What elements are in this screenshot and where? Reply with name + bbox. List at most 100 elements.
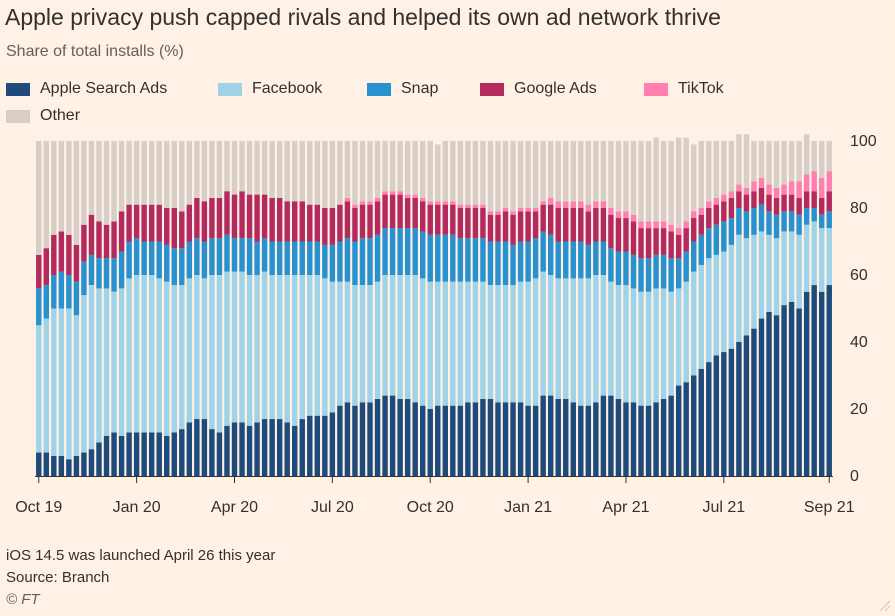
bar-segment-apple-search-ads <box>487 398 494 476</box>
bar-segment-google-ads <box>472 208 479 239</box>
bar-segment-facebook <box>254 275 260 423</box>
bar-segment-apple-search-ads <box>781 305 787 476</box>
bar-segment-tiktok <box>698 208 704 215</box>
bar-segment-facebook <box>698 264 704 369</box>
bar-segment-apple-search-ads <box>630 402 637 476</box>
bar-segment-snap <box>668 258 674 292</box>
bar-segment-other <box>623 141 629 212</box>
bar-segment-snap <box>826 211 832 229</box>
bar-segment-other <box>615 141 622 212</box>
legend-label-google-ads: Google Ads <box>514 80 597 97</box>
bar-segment-facebook <box>156 278 162 433</box>
bar-segment-apple-search-ads <box>675 385 682 476</box>
bar-segment-other <box>593 141 599 202</box>
bar-segment-snap <box>141 241 147 275</box>
bar-segment-snap <box>307 241 313 275</box>
bar-segment-facebook <box>578 278 584 406</box>
bar-segment-other <box>374 141 381 198</box>
bar-segment-snap <box>472 238 479 282</box>
bar-segment-other <box>465 141 471 205</box>
bar-segment-other <box>404 141 411 195</box>
bar-segment-apple-search-ads <box>691 375 697 476</box>
bar-segment-google-ads <box>276 197 283 242</box>
bar-segment-other <box>826 141 832 172</box>
bar-segment-facebook <box>495 285 501 403</box>
bar-segment-apple-search-ads <box>322 415 328 476</box>
bar-segment-other <box>788 141 795 182</box>
bar-segment-tiktok <box>555 201 561 208</box>
bar-segment-apple-search-ads <box>344 402 351 476</box>
bar-segment-google-ads <box>156 204 162 242</box>
bar-segment-tiktok <box>374 197 381 202</box>
bar-segment-apple-search-ads <box>389 395 396 476</box>
bar-segment-apple-search-ads <box>435 405 441 476</box>
bar-segment-google-ads <box>819 197 825 215</box>
bar-segment-apple-search-ads <box>43 452 49 476</box>
bar-segment-apple-search-ads <box>314 415 321 476</box>
bar-segment-tiktok <box>359 201 366 205</box>
bar-segment-google-ads <box>728 197 735 219</box>
bar-segment-google-ads <box>148 204 155 242</box>
x-tick-label: Jan 20 <box>113 499 161 516</box>
bar-segment-apple-search-ads <box>525 405 531 476</box>
bar-segment-facebook <box>299 275 305 420</box>
bar-segment-apple-search-ads <box>653 402 659 476</box>
bar-segment-snap <box>615 251 622 286</box>
bar-segment-facebook <box>224 271 230 426</box>
bar-segment-other <box>96 141 102 222</box>
legend-item-facebook: Facebook <box>218 80 322 98</box>
bar-segment-snap <box>465 238 471 282</box>
bar-segment-tiktok <box>480 204 486 208</box>
bar-segment-other <box>570 141 576 202</box>
bar-segment-apple-search-ads <box>141 432 147 476</box>
bar-segment-google-ads <box>186 204 193 242</box>
bar-segment-apple-search-ads <box>442 405 448 476</box>
bar-segment-facebook <box>668 291 674 396</box>
bar-segment-other <box>66 141 72 235</box>
bar-segment-facebook <box>645 291 652 406</box>
bar-segment-apple-search-ads <box>73 455 80 476</box>
bar-segment-facebook <box>36 325 42 453</box>
bar-segment-other <box>314 141 321 205</box>
legend-swatch-facebook <box>218 82 242 96</box>
bar-segment-facebook <box>751 234 757 329</box>
bar-segment-tiktok <box>450 201 456 205</box>
bar-segment-other <box>796 141 802 182</box>
bar-segment-apple-search-ads <box>766 311 772 476</box>
bar-segment-snap <box>171 248 177 286</box>
bar-segment-other <box>164 141 170 208</box>
bar-segment-other <box>781 141 787 185</box>
bar-segment-google-ads <box>314 204 321 242</box>
bar-segment-google-ads <box>502 211 509 242</box>
bar-segment-other <box>427 141 433 202</box>
bar-segment-apple-search-ads <box>88 449 95 476</box>
bar-segment-snap <box>81 261 87 296</box>
bar-segment-snap <box>706 228 712 259</box>
bar-segment-facebook <box>736 234 742 342</box>
bar-segment-snap <box>314 241 321 275</box>
bar-segment-apple-search-ads <box>706 362 712 476</box>
bar-segment-facebook <box>457 281 464 406</box>
bar-segment-facebook <box>367 285 373 403</box>
bar-segment-tiktok <box>660 221 667 229</box>
legend-label-other: Other <box>40 107 81 124</box>
bar-segment-apple-search-ads <box>269 419 275 476</box>
bar-segment-google-ads <box>201 201 208 242</box>
bar-segment-other <box>608 141 614 208</box>
bar-segment-apple-search-ads <box>623 402 629 476</box>
bar-segment-google-ads <box>359 204 366 239</box>
bar-segment-facebook <box>630 288 637 403</box>
bar-segment-google-ads <box>660 228 667 255</box>
y-tick-label: 60 <box>850 267 868 284</box>
bar-segment-facebook <box>826 228 832 286</box>
bar-segment-facebook <box>43 318 49 453</box>
bar-segment-apple-search-ads <box>307 415 313 476</box>
bar-segment-facebook <box>118 288 125 436</box>
bar-segment-other <box>231 141 238 195</box>
bar-segment-google-ads <box>803 191 810 208</box>
bar-segment-facebook <box>420 278 426 406</box>
bar-segment-other <box>698 141 704 208</box>
bar-segment-apple-search-ads <box>374 398 381 476</box>
bar-segment-other <box>299 141 305 202</box>
bar-segment-snap <box>66 275 72 309</box>
